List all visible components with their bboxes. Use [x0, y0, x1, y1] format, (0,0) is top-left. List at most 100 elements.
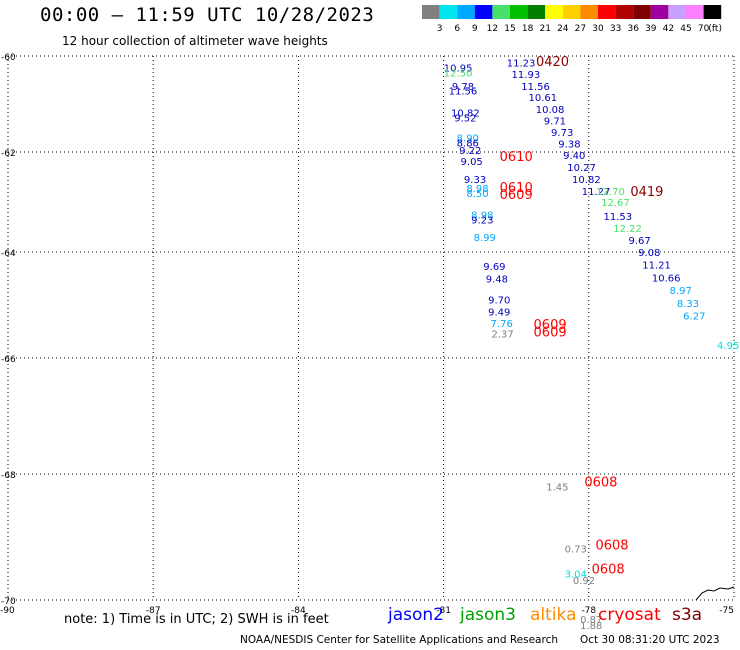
- scale-tick-label: 9: [472, 24, 478, 34]
- wave-height-value: 11.56: [521, 82, 550, 93]
- wave-height-value: 9.69: [483, 262, 505, 273]
- scale-swatch: [527, 5, 546, 19]
- wave-height-value: 11.27: [582, 187, 611, 198]
- pass-time-label: 0608: [592, 563, 625, 578]
- wave-height-value: 7.76: [491, 319, 513, 330]
- wave-height-value: 10.61: [528, 93, 557, 104]
- scale-tick-label: 39: [645, 24, 657, 34]
- scale-tick-label: 45: [680, 24, 691, 34]
- wave-height-value: 10.27: [567, 163, 596, 174]
- wave-height-value: 9.23: [471, 216, 493, 227]
- footer-timestamp: Oct 30 08:31:20 UTC 2023: [580, 634, 720, 646]
- chart-subtitle: 12 hour collection of altimeter wave hei…: [62, 34, 328, 48]
- wave-height-value: 9.52: [454, 113, 476, 124]
- scale-swatch: [580, 5, 598, 19]
- wave-height-value: 8.33: [677, 299, 699, 310]
- wave-height-value: 11.23: [507, 59, 536, 70]
- wave-height-value: 10.82: [572, 175, 601, 186]
- pass-time-label: 0608: [584, 476, 617, 491]
- pass-time-label: 0608: [595, 539, 628, 554]
- units-note: note: 1) Time is in UTC; 2) SWH is in fe…: [64, 612, 329, 627]
- wave-height-value: 8.99: [474, 233, 496, 244]
- wave-height-value: 9.70: [488, 296, 510, 307]
- wave-height-value: 10.82: [451, 109, 480, 120]
- satellite-legend-jason2: jason2: [388, 605, 444, 625]
- y-tick-label: -66: [1, 355, 16, 365]
- scale-swatch: [686, 5, 704, 19]
- wave-height-value: 11.21: [642, 261, 671, 272]
- wave-height-value: 1.45: [546, 483, 568, 494]
- scale-swatch: [633, 5, 651, 19]
- wave-height-value: 9.49: [488, 307, 510, 318]
- scale-swatch: [457, 5, 475, 19]
- scale-tick-label: 27: [575, 24, 586, 34]
- wave-height-value: 4.95: [717, 341, 739, 352]
- wave-height-color-scale: 3 6 9 12 15 18 21 24 27 30 33 36 39 42 45 70 (ft): [422, 5, 722, 34]
- wave-height-value: 3.04: [565, 570, 587, 581]
- wave-height-value: 9.08: [638, 248, 660, 259]
- wave-height-value: 9.78: [452, 82, 474, 93]
- footer-credit: NOAA/NESDIS Center for Satellite Applica…: [240, 634, 558, 646]
- wave-height-value: 8.86: [457, 138, 479, 149]
- wave-height-value: 10.95: [444, 64, 473, 75]
- scale-tick-label: 15: [504, 24, 515, 34]
- scale-swatch: [703, 5, 722, 19]
- wave-height-value: 8.50: [466, 189, 488, 200]
- scale-swatch: [668, 5, 686, 19]
- scale-swatch: [545, 5, 563, 19]
- scale-tick-label: 36: [627, 24, 639, 34]
- scale-tick-label: 42: [663, 24, 674, 34]
- pass-time-label: 0420: [536, 55, 569, 70]
- wave-height-value: 8.97: [670, 286, 692, 297]
- scale-tick-label: 33: [610, 24, 621, 34]
- wave-height-value: 9.33: [464, 175, 486, 186]
- wave-height-value: 0.92: [573, 576, 595, 587]
- chart-title: 00:00 – 11:59 UTC 10/28/2023: [40, 4, 375, 26]
- wave-height-value: 0.87: [580, 615, 602, 626]
- y-tick-label: -62: [1, 149, 16, 159]
- x-tick-label: -90: [0, 606, 15, 616]
- wave-height-value: 9.71: [544, 116, 566, 127]
- coastline: [695, 586, 735, 601]
- y-tick-label: -64: [1, 249, 16, 259]
- scale-swatch: [439, 5, 458, 19]
- wave-height-value: 11.53: [604, 212, 633, 223]
- scale-swatch: [615, 5, 634, 19]
- wave-height-value: 12.50: [444, 68, 473, 79]
- x-tick-label: -81: [436, 606, 451, 616]
- pass-time-label: 0609: [534, 326, 567, 341]
- wave-height-value: 9.48: [486, 275, 508, 286]
- y-tick-label: -60: [1, 53, 16, 63]
- wave-height-value: 6.27: [683, 312, 705, 323]
- wave-height-value: 9.67: [628, 236, 650, 247]
- wave-height-value: 11.93: [512, 70, 541, 81]
- scale-swatch: [492, 5, 510, 19]
- satellite-legend-altika: altika: [530, 605, 577, 625]
- scale-swatch: [562, 5, 581, 19]
- scale-swatch: [598, 5, 616, 19]
- pass-time-label: 0609: [534, 318, 567, 333]
- y-tick-label: -68: [1, 471, 16, 481]
- pass-time-label: 0419: [630, 185, 663, 200]
- wave-height-value: 10.66: [652, 273, 681, 284]
- satellite-legend-cryosat: cryosat: [598, 605, 661, 625]
- wave-height-value: 8.98: [471, 211, 493, 222]
- wave-height-value: 10.08: [536, 105, 565, 116]
- wave-height-value: 12.22: [613, 224, 642, 235]
- wave-height-value: 9.40: [563, 151, 585, 162]
- wave-height-value: 1.88: [580, 621, 602, 632]
- x-tick-label: -84: [291, 606, 306, 616]
- scale-swatch: [510, 5, 528, 19]
- wave-height-value: 8.90: [457, 134, 479, 145]
- pass-time-label: 0610: [500, 181, 533, 196]
- x-tick-label: -75: [719, 606, 734, 616]
- scale-tick-label: 3: [437, 24, 443, 34]
- scale-tick-label: 70: [698, 24, 710, 34]
- satellite-legend-s3a: s3a: [672, 605, 703, 625]
- satellite-legend-jason3: jason3: [460, 605, 516, 625]
- scale-swatch: [474, 5, 493, 19]
- scale-swatch: [650, 5, 669, 19]
- scale-unit-label: (ft): [708, 24, 722, 34]
- scale-tick-label: 30: [592, 24, 604, 34]
